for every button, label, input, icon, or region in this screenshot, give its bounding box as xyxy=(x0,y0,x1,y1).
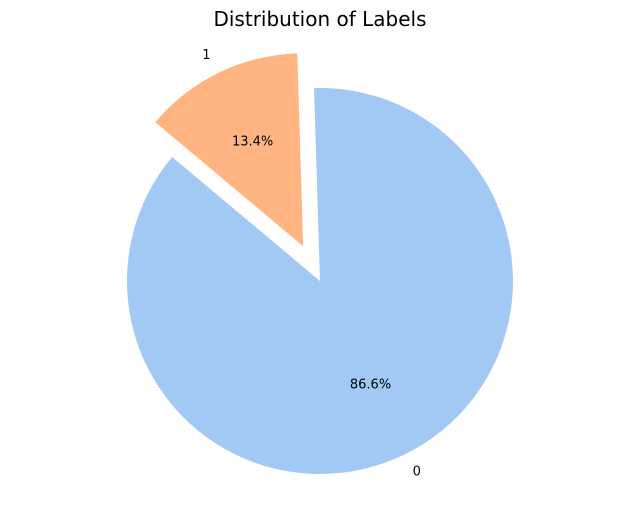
pie-slice-1 xyxy=(155,53,304,247)
slice-label-0: 0 xyxy=(413,465,421,480)
pie-labels: 0 86.6% 1 13.4% xyxy=(202,48,421,480)
slice-label-1: 1 xyxy=(202,48,210,63)
pie-slice-0 xyxy=(127,87,514,474)
chart-title: Distribution of Labels xyxy=(213,7,426,31)
percent-label-1: 13.4% xyxy=(232,135,273,150)
pie-slices xyxy=(127,53,514,474)
percent-label-0: 86.6% xyxy=(350,378,391,393)
